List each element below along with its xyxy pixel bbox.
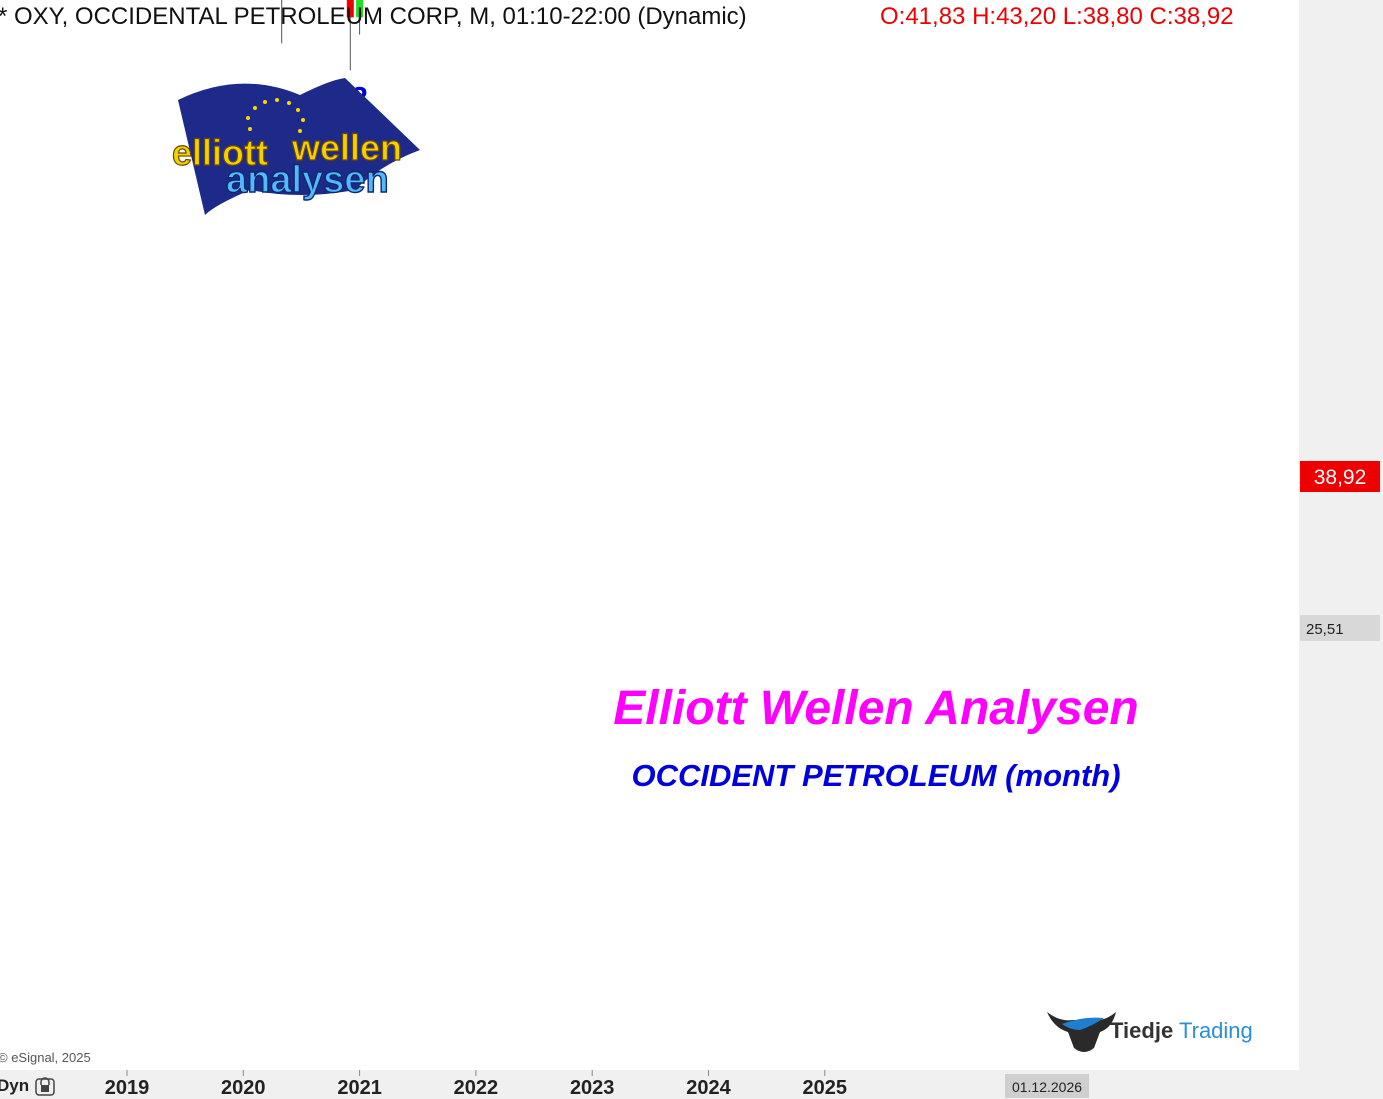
candle-series [281,0,364,71]
logo-brand-trading: Trading [1179,1018,1253,1043]
secondary-price-badge [1300,615,1380,641]
x-tick-label-3: 2022 [454,1077,499,1099]
date-badge-text: 01.12.2026 [1012,1079,1082,1095]
tiedje-trading-logo: Tiedje Trading [1047,1012,1253,1052]
x-tick-label-6: 2025 [803,1077,848,1099]
x-tick-label-1: 2020 [221,1077,266,1099]
watermark-subtitle: OCCIDENT PETROLEUM (month) [631,758,1120,793]
price-axis-panel [1299,0,1383,1070]
logo-word-analysen: analysen [226,159,389,201]
price-badge [1300,461,1380,492]
secondary-price-badge-text: 25,51 [1306,621,1344,638]
candle-body [356,0,364,18]
x-axis: 2019 2020 2021 2022 2023 2024 2025 [105,1070,847,1099]
dyn-label: Dyn [0,1076,29,1095]
candle-35 [346,0,354,71]
x-tick-label-2: 2021 [337,1077,382,1099]
logo-word-elliott: elliott [172,132,268,173]
price-badge-text: 38,92 [1314,466,1367,489]
bull-head-icon [1047,1012,1116,1052]
time-axis-panel [0,1070,1383,1099]
logo-word-wellen: wellen [291,127,402,168]
x-tick-label-4: 2023 [570,1077,615,1099]
lock-icon[interactable] [35,1077,55,1096]
elliott-wellen-logo: elliott wellen analysen [171,78,420,215]
ohlc-readout: O:41,83 H:43,20 L:38,80 C:38,92 [880,3,1234,30]
logo-brand-tiedje: Tiedje [1110,1018,1173,1043]
candle-36 [356,0,364,35]
x-tick-label-5: 2024 [686,1077,731,1099]
x-tick-label-0: 2019 [105,1077,150,1099]
copyright: © eSignal, 2025 [0,1050,91,1065]
chart-title: * OXY, OCCIDENTAL PETROLEUM CORP, M, 01:… [0,3,747,30]
candle-body [346,0,354,18]
star-circle-icon [246,98,305,133]
logo-flag-shape [178,78,420,215]
watermark-title: Elliott Wellen Analysen [613,682,1138,735]
bull-highlight-icon [1062,1017,1104,1030]
date-badge [1005,1074,1089,1098]
